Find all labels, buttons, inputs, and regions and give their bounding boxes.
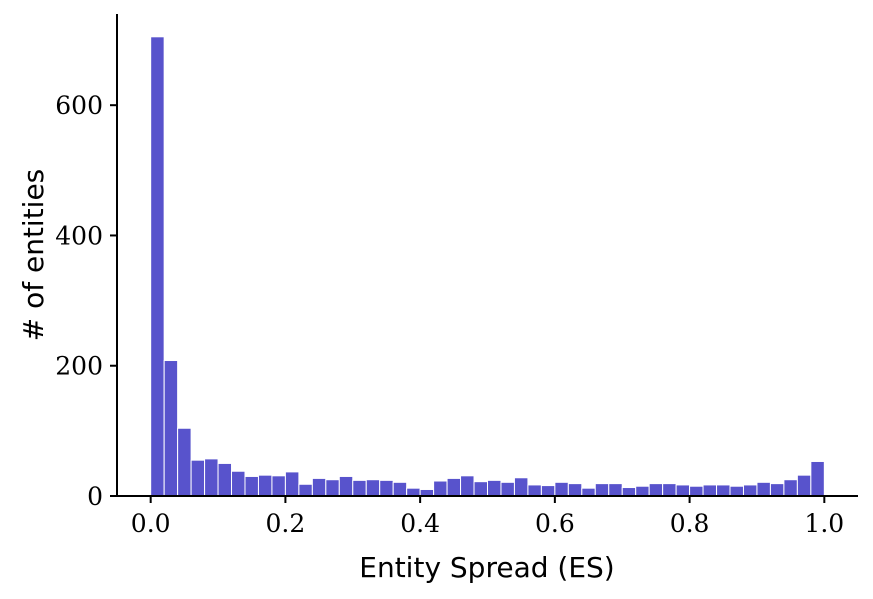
histogram-bar (662, 483, 677, 497)
x-axis-title: Entity Spread (ES) (359, 551, 614, 584)
histogram-bar (311, 477, 327, 497)
histogram-bar (352, 479, 367, 497)
histogram-bar (163, 360, 179, 497)
histogram-bar (257, 474, 273, 497)
histogram-bar (702, 484, 718, 497)
histogram-bar (217, 462, 233, 497)
histogram-bar (621, 487, 637, 497)
x-tick-label: 0.8 (670, 509, 710, 538)
histogram-bar (244, 475, 259, 497)
histogram-bar (581, 487, 596, 497)
y-tick-label: 400 (55, 221, 103, 250)
histogram-bar (284, 471, 300, 497)
histogram-bar (608, 483, 623, 497)
histogram-bar (392, 481, 408, 497)
histogram-bar (689, 485, 704, 497)
y-tick-label: 200 (55, 352, 103, 381)
histogram-bar (783, 479, 798, 497)
histogram-bar (446, 477, 462, 497)
histogram-bar (150, 36, 165, 497)
histogram-bar (729, 485, 744, 497)
x-tick-label: 0.2 (266, 509, 306, 538)
histogram-bar (379, 479, 394, 497)
histogram-bar (190, 459, 206, 497)
histogram-bar (635, 485, 650, 497)
histogram-bar (742, 484, 758, 497)
histogram-bar (177, 427, 192, 497)
histogram-bar (406, 487, 421, 497)
y-ticks-group: 0 200 400 600 (55, 91, 117, 511)
histogram-bar (487, 479, 502, 497)
histogram-bar (554, 481, 569, 497)
histogram-bar (473, 481, 489, 497)
histogram-bar (231, 470, 246, 497)
histogram-bar (567, 483, 583, 497)
x-tick-label: 0.6 (535, 509, 575, 538)
histogram-bar (325, 479, 340, 497)
histogram-bar (338, 475, 354, 497)
histogram-bar (769, 483, 785, 497)
x-tick-label: 1.0 (804, 509, 844, 538)
histogram-bar (365, 479, 381, 497)
histogram-bar (594, 483, 610, 497)
x-tick-label: 0.0 (131, 509, 171, 538)
x-tick-label: 0.4 (400, 509, 440, 538)
histogram-bar (204, 458, 219, 497)
histogram-bar (796, 474, 812, 497)
histogram-bar (716, 484, 731, 497)
histogram-bar (527, 484, 542, 497)
histogram-bar (500, 481, 515, 497)
y-tick-label: 600 (55, 91, 103, 120)
histogram-bar (810, 460, 825, 497)
histogram-bar (648, 483, 664, 497)
histogram-bar (675, 484, 691, 497)
histogram-bar (540, 485, 556, 497)
histogram-bar (433, 480, 448, 497)
histogram-bar (460, 475, 475, 497)
histogram-bar (271, 475, 286, 497)
y-axis-title: # of entities (17, 169, 50, 342)
histogram-bar (756, 481, 771, 497)
histogram-bar (513, 477, 529, 497)
histogram-bar (298, 483, 313, 497)
bars-group (150, 36, 825, 497)
y-tick-label: 0 (87, 482, 103, 511)
x-ticks-group: 0.0 0.2 0.4 0.6 0.8 1.0 (131, 496, 844, 538)
